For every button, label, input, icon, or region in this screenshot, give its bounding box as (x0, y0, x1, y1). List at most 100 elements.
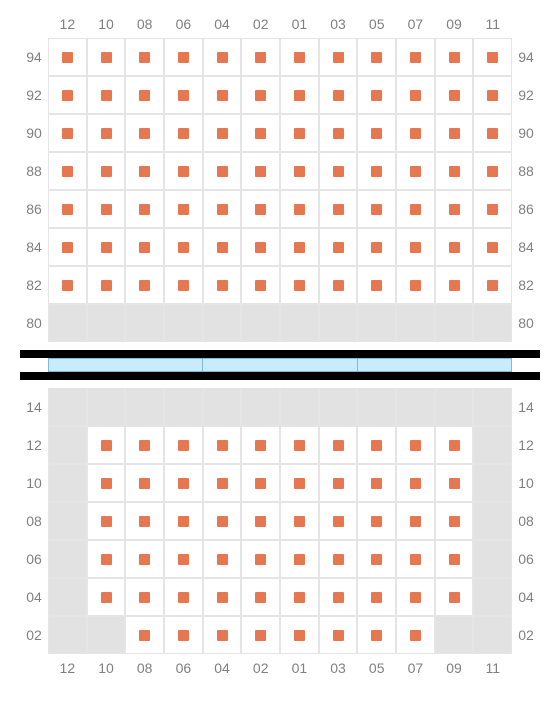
seat[interactable] (87, 114, 126, 152)
seat[interactable] (125, 578, 164, 616)
seat[interactable] (164, 426, 203, 464)
seat[interactable] (203, 38, 242, 76)
seat[interactable] (357, 266, 396, 304)
seat[interactable] (396, 578, 435, 616)
seat[interactable] (87, 426, 126, 464)
seat[interactable] (319, 152, 358, 190)
seat[interactable] (48, 228, 87, 266)
seat[interactable] (241, 426, 280, 464)
seat[interactable] (357, 578, 396, 616)
seat[interactable] (87, 502, 126, 540)
seat[interactable] (280, 190, 319, 228)
seat[interactable] (435, 266, 474, 304)
seat[interactable] (48, 38, 87, 76)
seat[interactable] (396, 38, 435, 76)
seat[interactable] (280, 114, 319, 152)
seat[interactable] (203, 114, 242, 152)
seat[interactable] (203, 616, 242, 654)
seat[interactable] (319, 464, 358, 502)
seat[interactable] (164, 190, 203, 228)
seat[interactable] (125, 616, 164, 654)
seat[interactable] (396, 616, 435, 654)
seat[interactable] (164, 578, 203, 616)
seat[interactable] (125, 38, 164, 76)
seat[interactable] (241, 464, 280, 502)
seat[interactable] (125, 502, 164, 540)
seat[interactable] (473, 114, 512, 152)
seat[interactable] (241, 616, 280, 654)
seat[interactable] (473, 190, 512, 228)
seat[interactable] (241, 114, 280, 152)
seat[interactable] (87, 190, 126, 228)
seat[interactable] (396, 266, 435, 304)
seat[interactable] (435, 114, 474, 152)
seat[interactable] (473, 38, 512, 76)
seat[interactable] (357, 190, 396, 228)
seat[interactable] (280, 502, 319, 540)
seat[interactable] (396, 190, 435, 228)
seat[interactable] (357, 426, 396, 464)
seat[interactable] (164, 114, 203, 152)
seat[interactable] (435, 76, 474, 114)
seat[interactable] (164, 540, 203, 578)
seat[interactable] (319, 540, 358, 578)
seat[interactable] (435, 540, 474, 578)
seat[interactable] (319, 190, 358, 228)
seat[interactable] (396, 426, 435, 464)
seat[interactable] (164, 228, 203, 266)
seat[interactable] (125, 76, 164, 114)
seat[interactable] (435, 190, 474, 228)
seat[interactable] (125, 540, 164, 578)
seat[interactable] (241, 266, 280, 304)
seat[interactable] (203, 266, 242, 304)
seat[interactable] (87, 38, 126, 76)
seat[interactable] (357, 502, 396, 540)
seat[interactable] (435, 464, 474, 502)
seat[interactable] (241, 502, 280, 540)
seat[interactable] (125, 426, 164, 464)
seat[interactable] (396, 76, 435, 114)
seat[interactable] (473, 228, 512, 266)
seat[interactable] (473, 152, 512, 190)
seat[interactable] (241, 578, 280, 616)
seat[interactable] (48, 114, 87, 152)
seat[interactable] (357, 114, 396, 152)
seat[interactable] (396, 152, 435, 190)
seat[interactable] (357, 540, 396, 578)
seat[interactable] (357, 76, 396, 114)
seat[interactable] (280, 228, 319, 266)
seat[interactable] (241, 190, 280, 228)
seat[interactable] (473, 266, 512, 304)
seat[interactable] (280, 266, 319, 304)
seat[interactable] (87, 540, 126, 578)
seat[interactable] (280, 38, 319, 76)
seat[interactable] (357, 38, 396, 76)
seat[interactable] (87, 266, 126, 304)
seat[interactable] (280, 540, 319, 578)
seat[interactable] (48, 76, 87, 114)
seat[interactable] (241, 38, 280, 76)
seat[interactable] (164, 76, 203, 114)
seat[interactable] (164, 152, 203, 190)
seat[interactable] (87, 152, 126, 190)
seat[interactable] (164, 502, 203, 540)
seat[interactable] (435, 152, 474, 190)
seat[interactable] (48, 152, 87, 190)
seat[interactable] (125, 228, 164, 266)
seat[interactable] (203, 464, 242, 502)
seat[interactable] (280, 152, 319, 190)
seat[interactable] (87, 464, 126, 502)
seat[interactable] (241, 152, 280, 190)
seat[interactable] (125, 114, 164, 152)
seat[interactable] (87, 578, 126, 616)
seat[interactable] (203, 190, 242, 228)
seat[interactable] (396, 464, 435, 502)
seat[interactable] (280, 464, 319, 502)
seat[interactable] (280, 578, 319, 616)
seat[interactable] (396, 540, 435, 578)
seat[interactable] (473, 76, 512, 114)
seat[interactable] (319, 578, 358, 616)
seat[interactable] (125, 190, 164, 228)
seat[interactable] (319, 114, 358, 152)
seat[interactable] (435, 228, 474, 266)
